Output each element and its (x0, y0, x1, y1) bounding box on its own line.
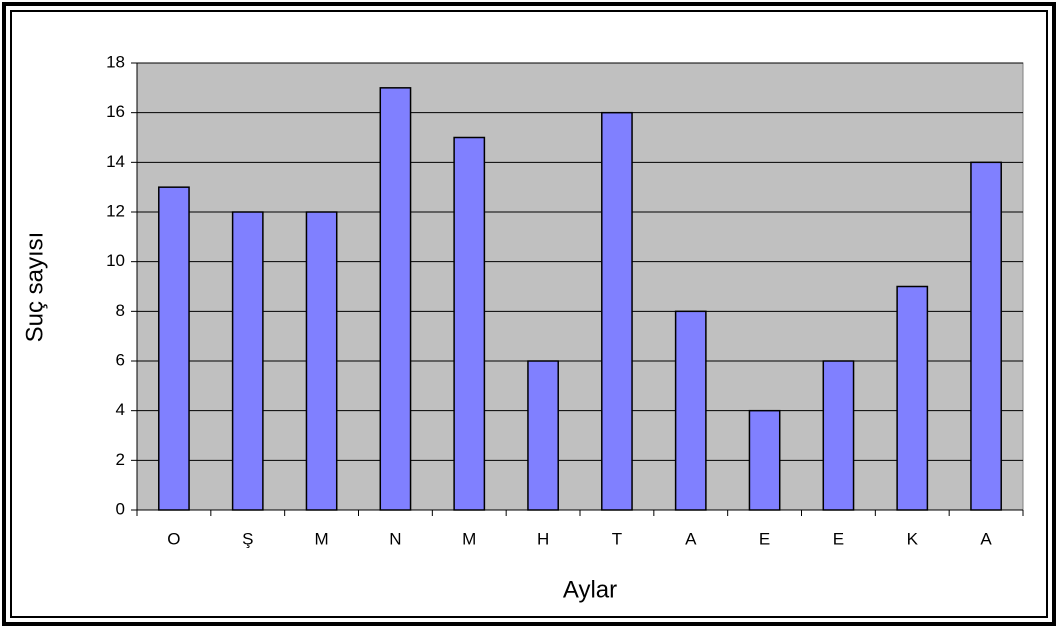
x-tick-label: M (314, 529, 328, 548)
y-tick-label: 2 (116, 450, 125, 469)
y-tick-label: 12 (106, 201, 125, 220)
bar (231, 211, 264, 511)
y-tick-label: 0 (116, 499, 125, 518)
bar (158, 186, 190, 511)
inner-frame (10, 10, 1048, 618)
bar (305, 211, 338, 511)
y-axis-title: Suç sayısı (21, 232, 48, 343)
y-tick-label: 6 (116, 350, 125, 369)
bar (674, 310, 707, 511)
x-tick-label: A (685, 529, 697, 548)
bar (601, 111, 633, 511)
x-tick-label: H (537, 529, 549, 548)
y-tick-label: 4 (116, 400, 125, 419)
bar (822, 360, 855, 511)
bar (970, 161, 1002, 511)
y-tick-label: 8 (116, 301, 125, 320)
x-axis-title: Aylar (563, 576, 617, 603)
x-tick-label: N (389, 529, 401, 548)
plot-area (136, 62, 1024, 511)
x-tick-label: K (907, 529, 919, 548)
bar (748, 409, 781, 511)
bar (453, 136, 486, 511)
x-tick-label: A (980, 529, 992, 548)
bar (527, 360, 559, 511)
y-tick-label: 14 (106, 152, 125, 171)
bar (379, 87, 412, 511)
x-tick-label: Ş (242, 529, 253, 548)
y-tick-label: 18 (106, 52, 125, 71)
x-tick-label: O (167, 529, 180, 548)
x-tick-label: E (833, 529, 844, 548)
y-tick-label: 16 (106, 102, 125, 121)
x-tick-label: T (612, 529, 622, 548)
bar (896, 285, 929, 511)
x-tick-label: M (462, 529, 476, 548)
y-tick-label: 10 (106, 251, 125, 270)
x-tick-label: E (759, 529, 770, 548)
